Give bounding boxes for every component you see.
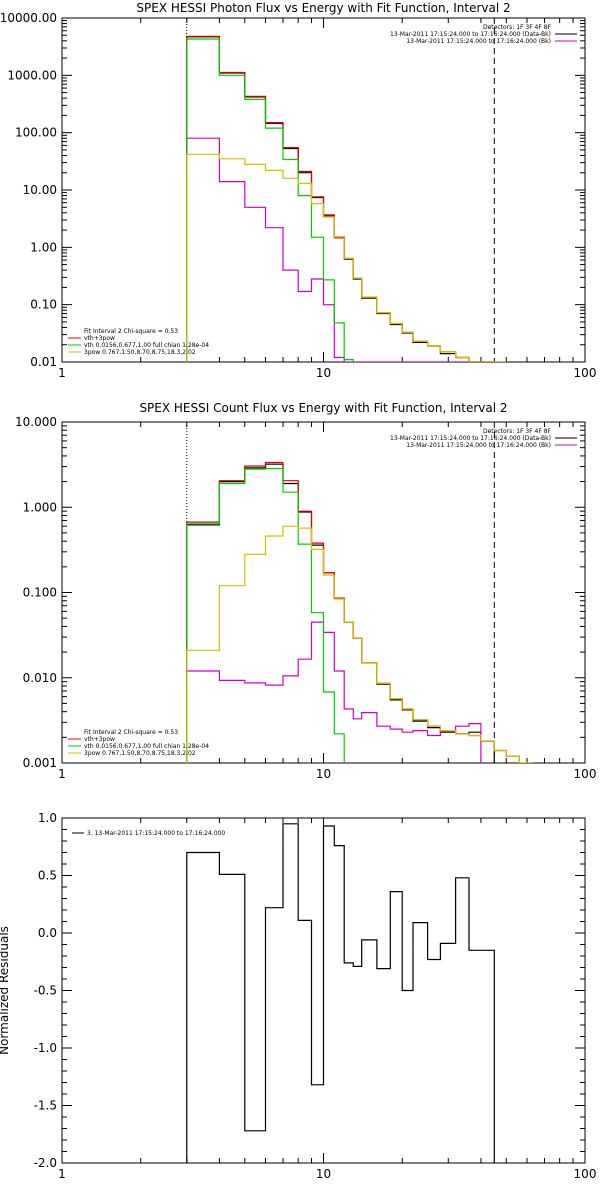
- y-tick-label: 1.000: [23, 500, 57, 514]
- y-tick-label: 1.0: [38, 811, 57, 825]
- series-line-residuals: [186, 823, 495, 1163]
- legend-entry: Detectors: 1F 3F 4F 8F: [483, 428, 552, 435]
- x-tick-label: 100: [574, 1167, 597, 1181]
- legend-entry: Detectors: 1F 3F 4F 8F: [483, 24, 552, 31]
- legend-entry: 3. 13-Mar-2011 17:15:24.000 to 17:16:24.…: [87, 830, 225, 837]
- x-tick-label: 10: [316, 1167, 331, 1181]
- chart-panel-1: SPEX HESSI Photon Flux vs Energy with Fi…: [0, 1, 596, 380]
- y-tick-label: 1000.00: [7, 68, 57, 82]
- series-line-3pow: [186, 153, 507, 362]
- x-tick-label: 100: [574, 767, 597, 781]
- legend-entry: vth+3pow: [84, 736, 115, 743]
- y-tick-label: 10000.00: [0, 11, 57, 25]
- legend-entry: 13-Mar-2011 17:15:24.000 to 17:16:24.000…: [406, 38, 551, 45]
- y-tick-label: -1.5: [34, 1099, 57, 1113]
- y-tick-label: 0.5: [38, 869, 57, 883]
- series-group: [186, 461, 533, 763]
- y-tick-label: 10.000: [15, 415, 57, 429]
- series-line-data-bk: [186, 36, 495, 362]
- series-line-3pow: [186, 525, 533, 763]
- chart-panel-2: SPEX HESSI Count Flux vs Energy with Fit…: [15, 401, 596, 781]
- series-line-bk: [186, 621, 482, 763]
- series-line-vth: [186, 467, 345, 763]
- series-line-bk: [186, 137, 495, 362]
- legend-entry: 13-Mar-2011 17:15:24.000 to 17:16:24.000…: [390, 31, 551, 38]
- y-tick-label: -1.0: [34, 1041, 57, 1055]
- y-tick-label: 0.0: [38, 926, 57, 940]
- series-line-data-bk: [186, 463, 495, 763]
- series-line-vth-3pow: [186, 35, 507, 362]
- x-tick-label: 10: [316, 366, 331, 380]
- legend-entry: vth+3pow: [84, 335, 115, 342]
- y-tick-label: -2.0: [34, 1156, 57, 1170]
- y-axis-label: Normalized Residuals: [0, 926, 11, 1055]
- plot-frame: [61, 421, 586, 764]
- x-tick-label: 100: [574, 366, 597, 380]
- y-tick-label: 0.01: [30, 355, 57, 369]
- plot-frame: [61, 17, 586, 363]
- series-line-vth: [186, 38, 354, 362]
- legend-entry: vth 0.0156,0.677,1.00 full chian 1.28e-0…: [84, 743, 209, 750]
- x-tick-label: 1: [58, 767, 66, 781]
- series-group: [186, 35, 507, 362]
- y-tick-label: 10.00: [23, 183, 57, 197]
- y-tick-label: 100.00: [15, 126, 57, 140]
- series-group: [186, 823, 495, 1163]
- chart-title: SPEX HESSI Count Flux vs Energy with Fit…: [139, 401, 507, 415]
- series-line-vth-3pow: [186, 461, 533, 763]
- chart-title: SPEX HESSI Photon Flux vs Energy with Fi…: [136, 1, 510, 15]
- y-tick-label: 1.00: [30, 240, 57, 254]
- x-tick-label: 10: [316, 767, 331, 781]
- y-tick-label: -0.5: [34, 984, 57, 998]
- legend-entry: 13-Mar-2011 17:15:24.000 to 17:16:24.000…: [390, 435, 551, 442]
- y-tick-label: 0.100: [23, 586, 57, 600]
- y-tick-label: 0.001: [23, 756, 57, 770]
- legend-entry: vth 0.0156,0.677,1.00 full chian 1.28e-0…: [84, 342, 209, 349]
- y-tick-label: 0.010: [23, 671, 57, 685]
- x-tick-label: 1: [58, 1167, 66, 1181]
- legend-entry: 13-Mar-2011 17:15:24.000 to 17:16:24.000…: [406, 442, 551, 449]
- legend-entry: 3pow 0.767,1.50,8.70,8.75,18.3,2.02: [84, 750, 196, 757]
- y-tick-label: 0.10: [30, 298, 57, 312]
- x-tick-label: 1: [58, 366, 66, 380]
- legend-entry: Fit Interval 2 Chi-square = 0.53: [84, 729, 178, 736]
- legend-entry: 3pow 0.767,1.50,8.70,8.75,18.3,2.02: [84, 349, 196, 356]
- legend-entry: Fit Interval 2 Chi-square = 0.53: [84, 328, 178, 335]
- chart-panel-3: 1 10 100 1.0 0.5 0.0 -0.5 -1.0 -1.5 -2.0 Normalize…: [0, 811, 596, 1181]
